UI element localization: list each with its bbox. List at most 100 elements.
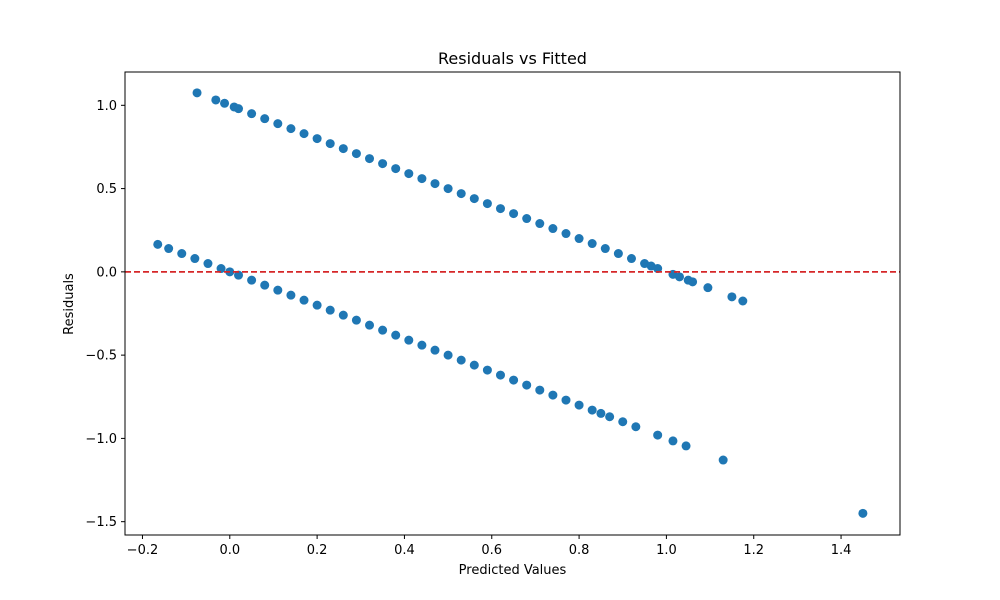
scatter-point — [509, 209, 519, 219]
scatter-point — [260, 114, 270, 124]
plot-area-frame — [124, 71, 901, 536]
scatter-point — [535, 219, 545, 229]
y-tick-label: −1.5 — [85, 515, 117, 530]
x-tick-label: 1.2 — [743, 543, 764, 558]
scatter-point — [738, 296, 748, 306]
y-tick-label: 0.5 — [96, 182, 117, 197]
scatter-point — [247, 275, 257, 285]
x-tick-label: 1.0 — [656, 543, 677, 558]
scatter-point — [600, 244, 610, 254]
scatter-point — [443, 184, 453, 194]
scatter-point — [351, 149, 361, 159]
scatter-point — [164, 244, 174, 254]
scatter-point — [365, 154, 375, 164]
scatter-point — [548, 224, 558, 234]
scatter-point — [247, 109, 257, 119]
scatter-point — [153, 239, 163, 249]
y-tick-label: 0.0 — [96, 265, 117, 280]
scatter-point — [587, 239, 597, 249]
scatter-point — [325, 139, 335, 149]
scatter-point — [260, 280, 270, 290]
scatter-point — [653, 430, 663, 440]
scatter-point — [561, 395, 571, 405]
scatter-point — [286, 290, 296, 300]
scatter-point — [668, 436, 678, 446]
scatter-point — [234, 104, 244, 114]
x-tick-label: 0.2 — [307, 543, 328, 558]
data-points — [153, 88, 868, 518]
x-axis-label: Predicted Values — [459, 563, 567, 578]
scatter-point — [626, 254, 636, 264]
scatter-point — [561, 229, 571, 239]
scatter-point — [312, 134, 322, 144]
scatter-point — [587, 405, 597, 415]
scatter-point — [190, 254, 200, 264]
x-tick-label: −0.2 — [127, 543, 159, 558]
scatter-point — [681, 441, 691, 451]
x-axis-ticks: −0.2 0.0 0.2 0.4 0.6 0.8 1.0 1.2 1.4 — [127, 535, 851, 558]
scatter-point — [456, 355, 466, 365]
scatter-point — [495, 370, 505, 380]
scatter-point — [675, 272, 685, 282]
scatter-point — [351, 315, 361, 325]
scatter-point — [417, 340, 427, 350]
scatter-point — [378, 159, 388, 169]
scatter-point — [443, 350, 453, 360]
scatter-point — [574, 400, 584, 410]
y-tick-label: −1.0 — [85, 432, 117, 447]
scatter-point — [273, 119, 283, 129]
scatter-point — [858, 508, 868, 518]
x-tick-label: 0.4 — [394, 543, 415, 558]
scatter-point — [404, 169, 414, 179]
scatter-point — [495, 204, 505, 214]
scatter-point — [192, 88, 202, 98]
scatter-point — [273, 285, 283, 295]
scatter-point — [618, 417, 628, 427]
scatter-point — [312, 300, 322, 310]
scatter-point — [469, 194, 479, 204]
scatter-point — [482, 365, 492, 375]
scatter-point — [203, 259, 213, 269]
scatter-point — [482, 199, 492, 209]
scatter-point — [703, 283, 713, 293]
y-axis-label: Residuals — [62, 273, 77, 335]
scatter-point — [404, 335, 414, 345]
scatter-point — [177, 249, 187, 259]
scatter-point — [286, 124, 296, 134]
scatter-point — [220, 98, 230, 108]
scatter-point — [535, 385, 545, 395]
scatter-point — [338, 310, 348, 320]
scatter-point — [718, 455, 728, 465]
scatter-point — [430, 345, 440, 355]
scatter-point — [216, 264, 226, 274]
scatter-point — [522, 380, 532, 390]
x-tick-label: 0.8 — [569, 543, 590, 558]
scatter-point — [211, 95, 221, 105]
x-tick-label: 0.0 — [219, 543, 240, 558]
scatter-point — [727, 292, 737, 302]
scatter-point — [325, 305, 335, 315]
scatter-point — [605, 412, 615, 422]
y-axis-ticks: −1.5 −1.0 −0.5 0.0 0.5 1.0 — [85, 99, 125, 530]
scatter-point — [365, 320, 375, 330]
scatter-point — [338, 144, 348, 154]
y-tick-label: 1.0 — [96, 99, 117, 114]
scatter-point — [596, 408, 606, 418]
scatter-point — [391, 164, 401, 174]
scatter-point — [509, 375, 519, 385]
scatter-point — [299, 129, 309, 139]
scatter-point — [574, 234, 584, 244]
scatter-point — [430, 179, 440, 189]
scatter-point — [391, 330, 401, 340]
scatter-point — [548, 390, 558, 400]
scatter-point — [234, 270, 244, 280]
scatter-point — [299, 295, 309, 305]
scatter-point — [613, 249, 623, 259]
y-tick-label: −0.5 — [85, 349, 117, 364]
scatter-point — [469, 360, 479, 370]
scatter-point — [378, 325, 388, 335]
x-tick-label: 0.6 — [481, 543, 502, 558]
scatter-point — [688, 277, 698, 287]
